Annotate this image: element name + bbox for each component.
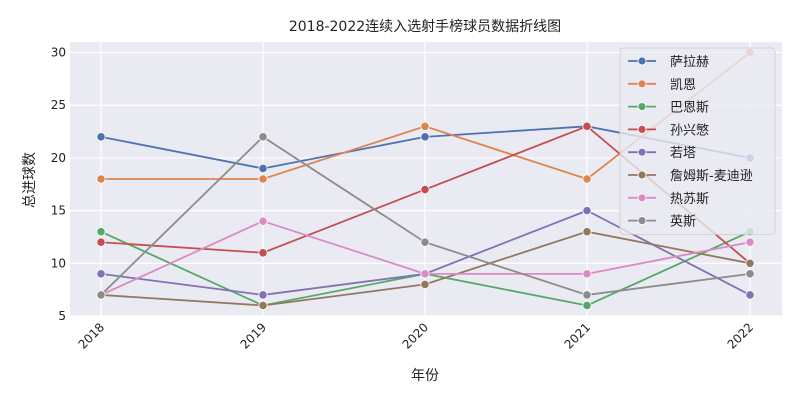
chart-title: 2018-2022连续入选射手榜球员数据折线图 xyxy=(289,18,561,35)
legend-item: 英斯 xyxy=(628,215,696,230)
data-point xyxy=(582,227,592,237)
legend-swatch-marker xyxy=(637,147,647,157)
x-tick-label: 2020 xyxy=(400,320,431,351)
x-axis-label: 年份 xyxy=(411,368,439,384)
data-point xyxy=(582,290,592,300)
data-point xyxy=(582,206,592,216)
data-point xyxy=(582,269,592,279)
legend-swatch-marker xyxy=(637,193,647,203)
legend-swatch-marker xyxy=(637,216,647,226)
x-tick-label: 2019 xyxy=(238,320,269,351)
legend-label: 英斯 xyxy=(670,215,696,230)
legend-swatch-marker xyxy=(637,170,647,180)
y-tick-label: 15 xyxy=(51,204,66,218)
y-tick-label: 20 xyxy=(51,151,66,165)
data-point xyxy=(745,269,755,279)
data-point xyxy=(96,237,106,247)
series-8 xyxy=(96,132,755,300)
data-point xyxy=(745,258,755,268)
data-point xyxy=(96,132,106,142)
legend-swatch-marker xyxy=(637,56,647,66)
y-axis-ticks: 5 10 15 20 25 30 xyxy=(51,46,66,323)
legend-label: 若塔 xyxy=(670,145,696,161)
legend-item: 萨拉赫 xyxy=(628,55,709,70)
legend-item: 詹姆斯-麦迪逊 xyxy=(628,169,753,184)
y-tick-label: 25 xyxy=(51,98,66,112)
data-point xyxy=(420,279,430,289)
data-point xyxy=(96,269,106,279)
data-point xyxy=(582,121,592,131)
data-point xyxy=(96,227,106,237)
series-layer xyxy=(96,47,755,311)
y-tick-label: 10 xyxy=(51,256,66,270)
y-tick-label: 5 xyxy=(58,309,66,323)
legend-item: 巴恩斯 xyxy=(628,101,709,116)
data-point xyxy=(96,290,106,300)
legend-label: 孙兴慜 xyxy=(670,123,709,138)
data-point xyxy=(258,248,268,258)
data-point xyxy=(582,300,592,311)
data-point xyxy=(420,237,430,247)
data-point xyxy=(420,269,430,279)
legend-item: 孙兴慜 xyxy=(628,123,709,138)
data-point xyxy=(745,290,755,300)
data-point xyxy=(745,237,755,247)
data-point xyxy=(96,174,106,184)
legend-item: 热苏斯 xyxy=(628,191,709,207)
data-point xyxy=(258,132,268,142)
data-point xyxy=(258,163,268,174)
legend-label: 萨拉赫 xyxy=(670,55,709,70)
legend-swatch-marker xyxy=(637,102,647,111)
data-point xyxy=(420,121,430,131)
legend-box xyxy=(619,47,776,235)
data-point xyxy=(258,174,268,184)
legend-label: 热苏斯 xyxy=(670,191,709,207)
data-point xyxy=(258,300,268,311)
data-point xyxy=(582,174,592,184)
x-axis-ticks: 2018 2019 2020 2021 2022 xyxy=(76,320,756,351)
legend-swatch-marker xyxy=(637,79,647,89)
legend-item: 若塔 xyxy=(628,145,696,161)
legend-label: 詹姆斯-麦迪逊 xyxy=(670,169,753,184)
x-tick-label: 2021 xyxy=(562,320,593,351)
legend-swatch-marker xyxy=(637,124,647,134)
data-point xyxy=(258,216,268,226)
legend-label: 凯恩 xyxy=(670,78,696,93)
x-tick-label: 2022 xyxy=(725,320,756,351)
data-point xyxy=(420,132,430,142)
legend-label: 巴恩斯 xyxy=(670,101,709,116)
y-tick-label: 30 xyxy=(51,46,66,60)
data-point xyxy=(258,290,268,300)
data-point xyxy=(420,184,430,195)
y-axis-label: 总进球数 xyxy=(22,152,38,208)
legend-item: 凯恩 xyxy=(628,78,696,93)
x-tick-label: 2018 xyxy=(76,320,107,351)
